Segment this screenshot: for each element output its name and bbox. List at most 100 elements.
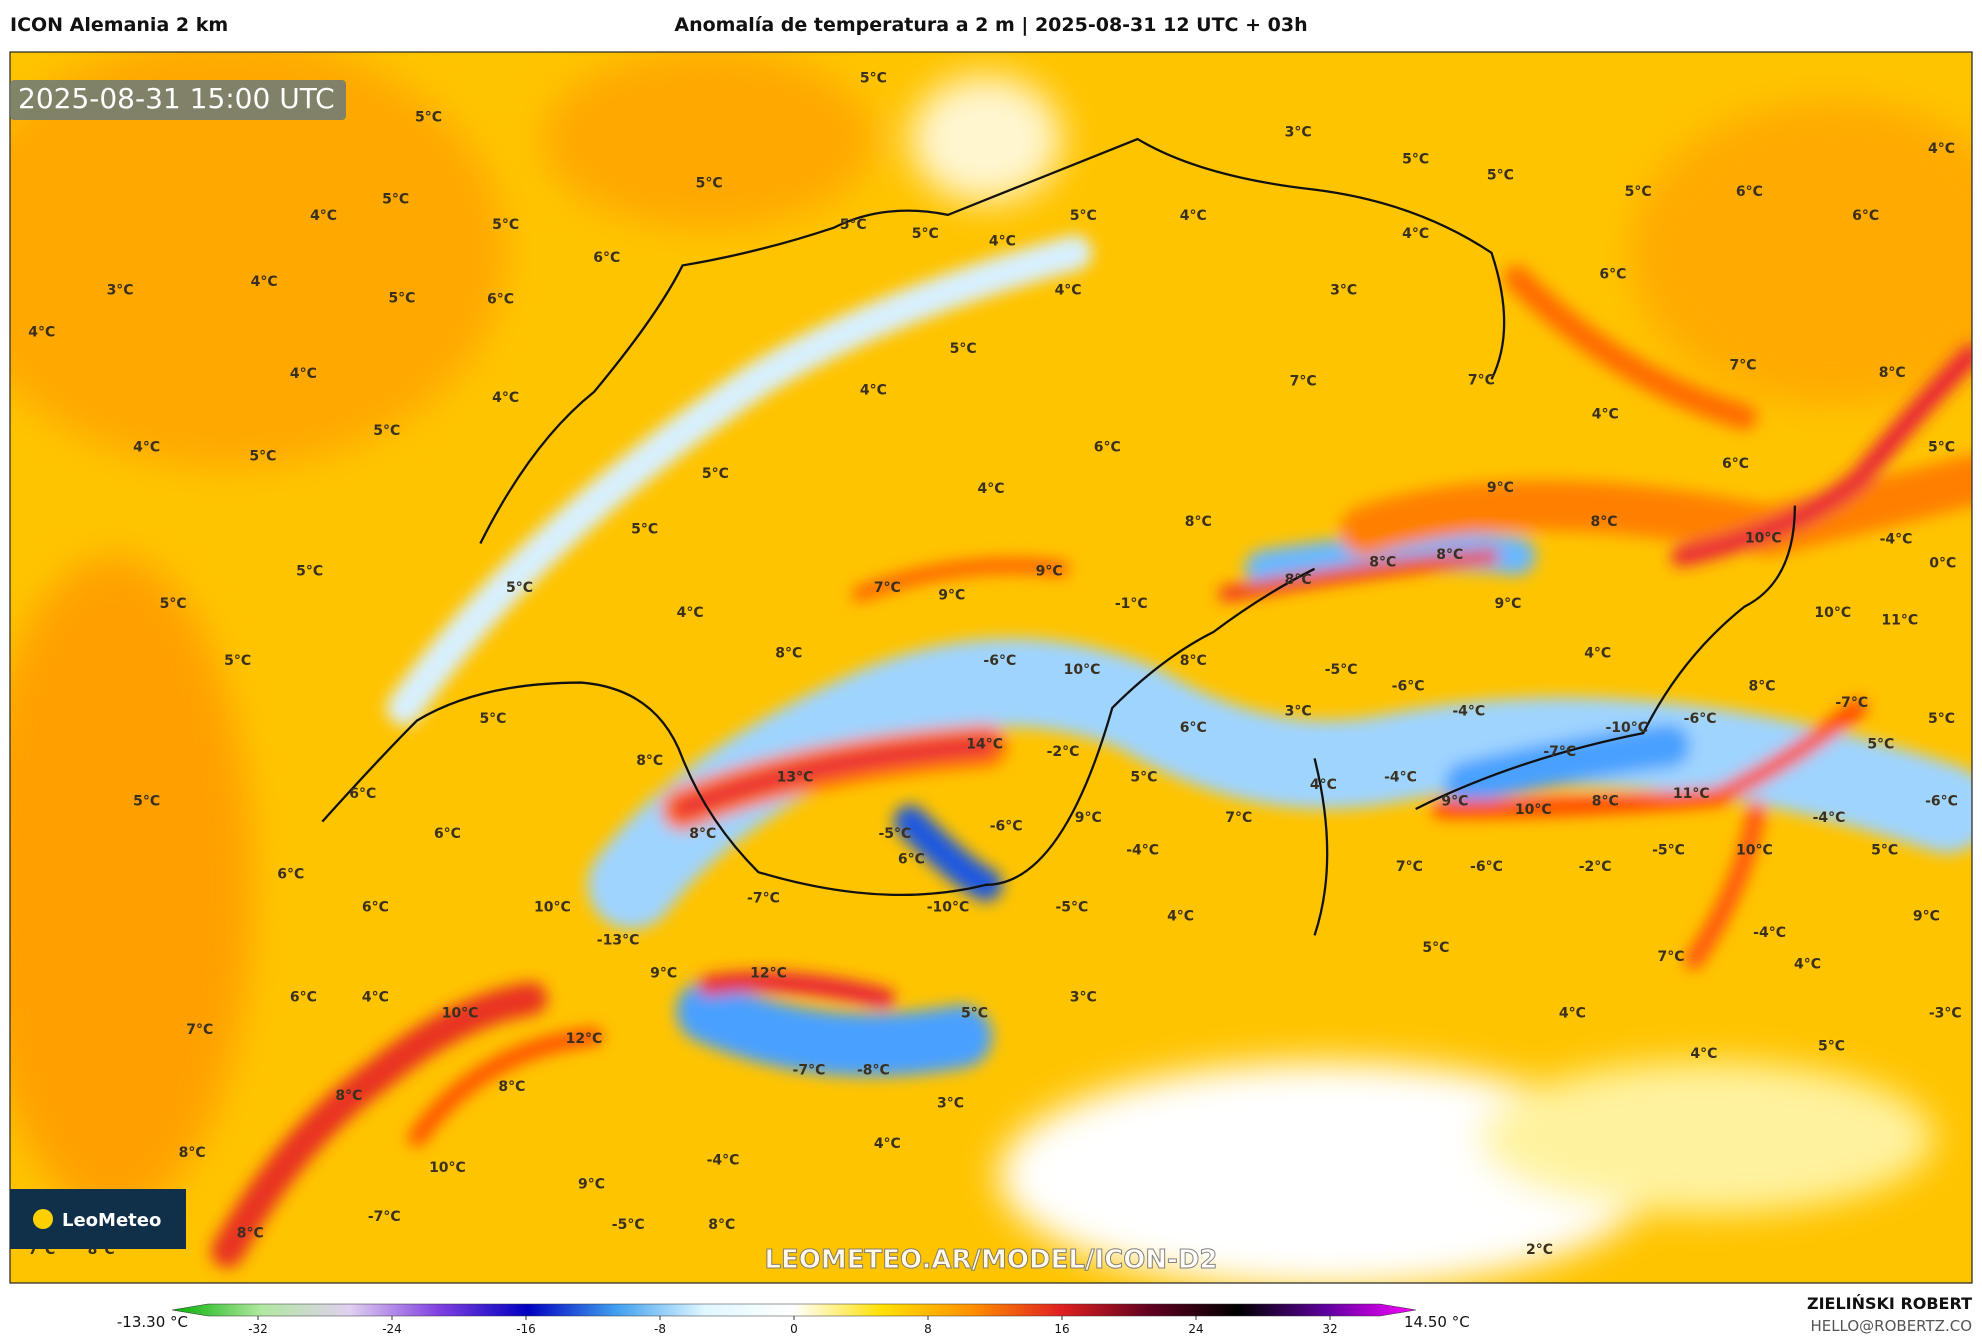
map-label: -7°C (1543, 744, 1576, 760)
map-label: 5°C (1928, 439, 1955, 455)
map-label: 6°C (1599, 266, 1626, 282)
map-label: 9°C (1487, 480, 1514, 496)
map-label: 4°C (1584, 645, 1611, 661)
map-label: 5°C (1625, 184, 1652, 200)
map-label: 5°C (479, 711, 506, 727)
map-label: 10°C (534, 900, 571, 916)
map-label: 4°C (860, 383, 887, 399)
map-label: -4°C (707, 1152, 740, 1168)
logo-sun (33, 1209, 53, 1229)
logo-text: LeoMeteo (62, 1210, 161, 1231)
map-label: 5°C (1867, 736, 1894, 752)
map-label: 5°C (631, 522, 658, 538)
map-label: 3°C (1070, 989, 1097, 1005)
map-label: 5°C (133, 793, 160, 809)
map-label: -2°C (1579, 859, 1612, 875)
map-label: 9°C (1075, 810, 1102, 826)
map-label: 8°C (636, 753, 663, 769)
author: ZIELIŃSKI ROBERT (1807, 1294, 1972, 1313)
map-label: 4°C (1928, 141, 1955, 157)
colorbar-tick-label: 24 (1188, 1322, 1203, 1336)
map-label: -10°C (927, 900, 970, 916)
colorbar-tick-label: -32 (248, 1322, 268, 1336)
map-label: 8°C (708, 1217, 735, 1233)
map-label: 5°C (696, 175, 723, 191)
map-label: 4°C (677, 605, 704, 621)
map-label: 6°C (487, 292, 514, 308)
map-label: -4°C (1384, 769, 1417, 785)
map-label: 8°C (689, 826, 716, 842)
map-label: 6°C (290, 989, 317, 1005)
map-label: 13°C (777, 769, 814, 785)
colorbar-tick-label: -24 (382, 1322, 402, 1336)
map-label: 4°C (1310, 777, 1337, 793)
map-label: 8°C (237, 1226, 264, 1242)
map-label: 12°C (750, 965, 787, 981)
map-label: -6°C (1392, 678, 1425, 694)
map-label: 7°C (1730, 357, 1757, 373)
timestamp: 2025-08-31 15:00 UTC (18, 82, 335, 115)
colorbar-tick-label: -8 (654, 1322, 666, 1336)
map-label: 8°C (1185, 514, 1212, 530)
map-label: -6°C (990, 819, 1023, 835)
map-label: 8°C (1180, 653, 1207, 669)
map-label: 3°C (107, 283, 134, 299)
map-label: 4°C (1592, 407, 1619, 423)
map-label: 5°C (492, 217, 519, 233)
map-label: 7°C (1396, 859, 1423, 875)
map-label: 6°C (1722, 456, 1749, 472)
map-label: 8°C (179, 1145, 206, 1161)
map-label: 9°C (578, 1176, 605, 1192)
map-label: 3°C (1330, 283, 1357, 299)
map-label: 14°C (966, 736, 1003, 752)
map-label: 4°C (290, 366, 317, 382)
map-label: -7°C (793, 1063, 826, 1079)
map-label: -6°C (1684, 711, 1717, 727)
map-label: 4°C (362, 989, 389, 1005)
map-label: -7°C (747, 891, 780, 907)
map-label: -4°C (1753, 925, 1786, 941)
map-label: -5°C (1055, 900, 1088, 916)
map-label: 9°C (938, 587, 965, 603)
map-label: 4°C (874, 1136, 901, 1152)
map-label: 10°C (1745, 530, 1782, 546)
map-label: -10°C (1605, 720, 1648, 736)
map-label: -4°C (1880, 532, 1913, 548)
map-background (10, 52, 1972, 1283)
map-label: 6°C (1736, 184, 1763, 200)
map-label: 11°C (1673, 786, 1710, 802)
map-label: 6°C (362, 900, 389, 916)
colorbar-tick-label: 8 (924, 1322, 932, 1336)
map-label: 5°C (912, 226, 939, 242)
map-label: 5°C (1402, 151, 1429, 167)
map-label: 5°C (1871, 843, 1898, 859)
map-label: 5°C (961, 1006, 988, 1022)
map-label: 5°C (160, 596, 187, 612)
map-label: 6°C (898, 852, 925, 868)
map-label: 7°C (1290, 374, 1317, 390)
map-label: 7°C (1658, 949, 1685, 965)
map-label: 4°C (28, 324, 55, 340)
map-label: 5°C (1818, 1039, 1845, 1055)
map-label: 10°C (1814, 605, 1851, 621)
map-label: 3°C (1285, 704, 1312, 720)
email: HELLO@ROBERTZ.CO (1810, 1317, 1972, 1335)
timestamp-box (10, 80, 346, 120)
map-label: 9°C (1036, 563, 1063, 579)
map-label: 4°C (1167, 908, 1194, 924)
map-label: 4°C (1794, 956, 1821, 972)
colorbar-tick-label: -16 (516, 1322, 536, 1336)
map-label: 6°C (1180, 720, 1207, 736)
map-label: 4°C (977, 481, 1004, 497)
map-label: -5°C (878, 826, 911, 842)
map-label: 5°C (296, 563, 323, 579)
map-label: -7°C (1835, 695, 1868, 711)
colorbar-tick-label: 16 (1054, 1322, 1069, 1336)
map-label: 5°C (860, 70, 887, 86)
map-label: 5°C (1070, 208, 1097, 224)
map-label: 6°C (1852, 208, 1879, 224)
map-label: 5°C (373, 423, 400, 439)
map-label: -13°C (597, 932, 640, 948)
